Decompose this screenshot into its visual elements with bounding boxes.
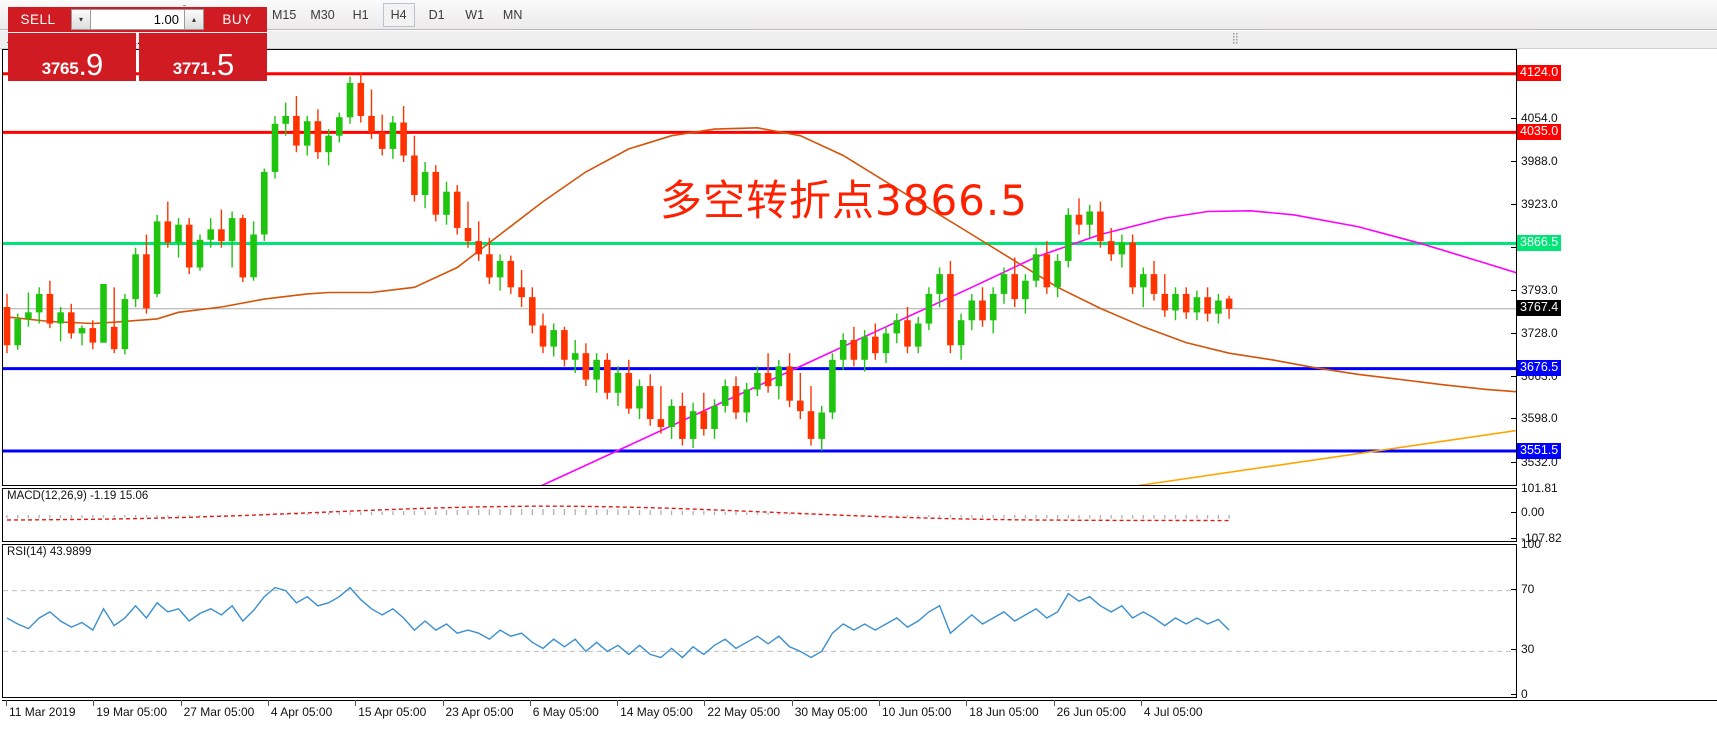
price-tick: 3598.0 [1511,411,1558,426]
timeframe-mn[interactable]: MN [502,7,523,22]
price-tick-label: 3988.0 [1521,154,1558,169]
time-tick [529,700,531,706]
ask-price-integer: 3771 [172,59,210,78]
time-tick [180,700,182,706]
axis-tick-label: 0 [1521,687,1528,701]
macd-pane[interactable]: MACD(12,26,9) -1.19 15.06 [2,488,1517,542]
price-tick: 3923.0 [1511,197,1558,212]
axis-tick: 30 [1511,642,1535,657]
time-axis-line [2,700,1717,701]
bid-price-integer: 3765 [41,59,79,78]
time-tick [791,700,793,706]
time-tick-label: 11 Mar 2019 [9,705,76,719]
time-tick-label: 10 Jun 05:00 [882,705,952,719]
volume-input[interactable]: 1.00 [91,9,184,30]
timeframe-h4[interactable]: H4 [382,2,415,27]
time-tick-label: 4 Apr 05:00 [270,705,333,719]
price-tick-label: 3598.0 [1521,411,1558,426]
axis-tick-label: 30 [1521,642,1535,657]
axis-tick-label: 0.00 [1521,505,1545,520]
rsi-canvas [3,586,1516,659]
axis-tick: 70 [1511,581,1535,596]
time-tick [617,700,619,706]
axis-tick-label: 101.81 [1521,481,1558,495]
time-tick [93,700,95,706]
price-tick: 3728.0 [1511,325,1558,340]
price-tick-label: 3793.0 [1521,282,1558,297]
price-axis-line-rsi [1516,544,1517,698]
buy-button[interactable]: BUY [207,7,267,32]
timeframe-h1[interactable]: H1 [352,7,369,22]
price-level-tag-resistance[interactable]: 4035.0 [1517,123,1562,140]
rsi-pane[interactable]: RSI(14) 43.9899 [2,544,1517,698]
timeframe-d1[interactable]: D1 [428,7,445,22]
trade-panel-prices: 3765 .9 3771 .5 [8,33,267,81]
bid-price-box[interactable]: 3765 .9 [8,33,136,81]
axis-tick-label: 70 [1521,581,1535,596]
time-tick-label: 30 May 05:00 [794,705,868,719]
time-tick-label: 6 May 05:00 [532,705,599,719]
one-click-trading-panel[interactable]: SELL ▾ 1.00 ▴ BUY 3765 .9 3771 .5 [8,7,267,81]
time-tick-label: 4 Jul 05:00 [1143,705,1203,719]
axis-tick-label: 100 [1521,537,1542,551]
price-level-tag-resistance[interactable]: 4124.0 [1517,65,1562,82]
time-tick [442,700,444,706]
price-tick: 3793.0 [1511,282,1558,297]
time-scale[interactable]: 11 Mar 2019 19 Mar 05:00 27 Mar 05:00 4 Apr… [2,700,1517,722]
chart-area[interactable]: MACD(12,26,9) -1.19 15.06 RSI(14) 43.989… [0,49,1717,753]
price-level-tag-pivot[interactable]: 3866.5 [1517,234,1562,251]
time-tick-label: 18 Jun 05:00 [969,705,1039,719]
price-tick-label: 3923.0 [1521,197,1558,212]
volume-control[interactable]: ▾ 1.00 ▴ [68,7,207,32]
axis-tick: 100 [1511,537,1542,551]
axis-tick-label: -107.82 [1521,531,1562,545]
time-tick-label: 26 Jun 05:00 [1056,705,1126,719]
price-chart-canvas[interactable] [3,50,1717,532]
time-tick-label: 14 May 05:00 [620,705,693,719]
axis-tick: 101.81 [1511,481,1558,495]
timeframe-m30[interactable]: M30 [310,7,335,22]
time-tick [267,700,269,706]
time-tick-label: 23 Apr 05:00 [445,705,514,719]
axis-tick: 0.00 [1511,505,1545,520]
time-tick [355,700,357,706]
time-tick [1053,700,1055,706]
price-tick-label: 3728.0 [1521,325,1558,340]
time-tick [1140,700,1142,706]
macd-canvas [6,505,1230,522]
panel-drag-handle[interactable] [1228,31,1242,47]
timeframe-m15[interactable]: M15 [272,7,297,22]
timeframe-w1[interactable]: W1 [465,7,485,22]
price-tick: 4054.0 [1511,110,1558,125]
price-tick: 3988.0 [1511,154,1558,169]
time-tick [966,700,968,706]
trade-panel-top-row: SELL ▾ 1.00 ▴ BUY [8,7,267,32]
volume-increase-button[interactable]: ▴ [184,9,204,30]
axis-tick: -107.82 [1511,531,1562,545]
time-tick-label: 27 Mar 05:00 [183,705,255,719]
time-tick-label: 15 Apr 05:00 [358,705,427,719]
axis-tick: 0 [1511,687,1528,701]
time-tick [879,700,880,706]
ask-price-box[interactable]: 3771 .5 [139,33,267,81]
time-tick-label: 19 Mar 05:00 [96,705,168,719]
price-tick-label: 4054.0 [1521,110,1558,125]
price-level-tag-support[interactable]: 3676.5 [1517,360,1562,377]
bid-price-decimal: .9 [78,46,103,82]
rsi-label: RSI(14) 43.9899 [7,546,92,558]
ask-price-decimal: .5 [209,46,234,82]
price-axis-line-macd [1516,488,1517,542]
macd-label: MACD(12,26,9) -1.19 15.06 [7,490,149,502]
price-pane[interactable] [2,49,1717,532]
price-level-tag-support[interactable]: 3551.5 [1517,442,1562,459]
time-tick [6,700,7,706]
chart-annotation-text: 多空转折点3866.5 [660,176,1028,225]
price-axis-line-main [1516,49,1517,486]
sell-button[interactable]: SELL [8,7,68,32]
time-tick-label: 22 May 05:00 [707,705,781,719]
volume-decrease-button[interactable]: ▾ [71,9,91,30]
time-tick [704,700,706,706]
price-level-tag-last-price[interactable]: 3767.4 [1517,300,1562,317]
